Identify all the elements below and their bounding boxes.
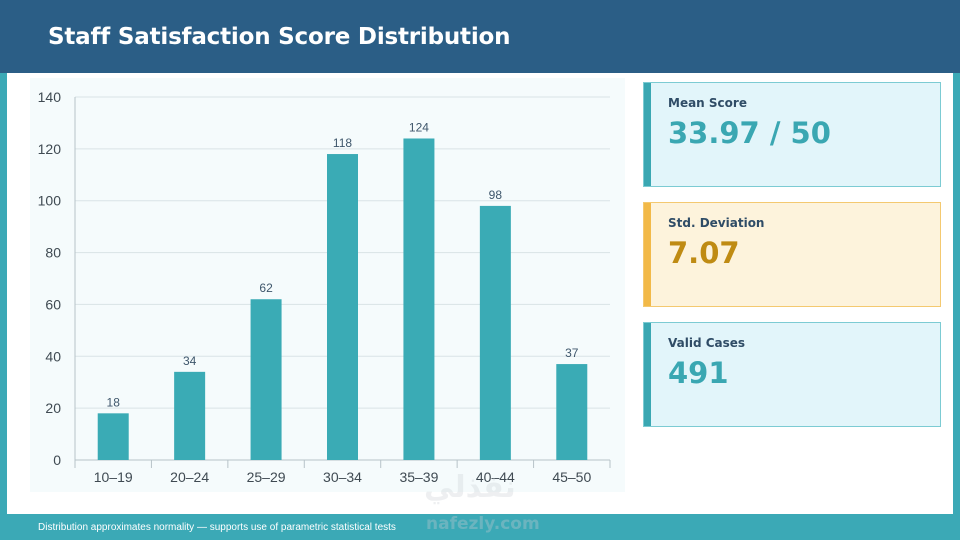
y-tick-label: 60 bbox=[45, 296, 61, 312]
y-tick-label: 140 bbox=[38, 89, 62, 105]
bar-45–50 bbox=[556, 364, 588, 460]
footer-note: Distribution approximates normality — su… bbox=[38, 521, 396, 533]
card-accent-bar bbox=[644, 323, 651, 426]
mean-score-label: Mean Score bbox=[668, 96, 747, 110]
bar-10–19 bbox=[97, 413, 129, 460]
x-tick-label: 10–19 bbox=[94, 469, 133, 485]
x-tick-label: 30–34 bbox=[323, 469, 362, 485]
data-label: 37 bbox=[565, 346, 579, 360]
data-label: 118 bbox=[333, 136, 352, 150]
std-deviation-card: Std. Deviation 7.07 bbox=[643, 202, 941, 307]
mean-score-card: Mean Score 33.97 / 50 bbox=[643, 82, 941, 187]
y-tick-label: 20 bbox=[45, 400, 61, 416]
mean-score-value: 33.97 / 50 bbox=[668, 116, 831, 150]
page-title: Staff Satisfaction Score Distribution bbox=[48, 23, 511, 50]
right-accent-stripe bbox=[953, 73, 960, 514]
y-tick-label: 80 bbox=[45, 245, 61, 261]
valid-cases-label: Valid Cases bbox=[668, 336, 746, 350]
bar-chart: 0 20 40 60 80 100 120 140 18 10–19 34 20–24 62 25–29 1… bbox=[38, 89, 611, 485]
std-deviation-value: 7.07 bbox=[668, 236, 740, 270]
valid-cases-card: Valid Cases 491 bbox=[643, 322, 941, 427]
y-tick-label: 0 bbox=[53, 452, 61, 468]
bar-40–44 bbox=[479, 205, 511, 460]
std-deviation-label: Std. Deviation bbox=[668, 216, 765, 230]
data-label: 34 bbox=[183, 354, 197, 368]
y-tick-label: 40 bbox=[45, 348, 61, 364]
footer-bar: Distribution approximates normality — su… bbox=[0, 514, 960, 540]
data-label: 124 bbox=[409, 120, 429, 134]
chart-panel: 0 20 40 60 80 100 120 140 18 10–19 34 20–24 62 25–29 1… bbox=[30, 78, 625, 492]
bar-30–34 bbox=[327, 154, 358, 460]
card-accent-bar bbox=[644, 83, 651, 186]
card-accent-bar bbox=[644, 203, 651, 306]
x-tick-label: 35–39 bbox=[399, 469, 438, 485]
valid-cases-value: 491 bbox=[668, 356, 729, 390]
x-tick-label: 40–44 bbox=[476, 469, 515, 485]
bar-25–29 bbox=[250, 299, 282, 460]
data-label: 98 bbox=[489, 188, 503, 202]
data-label: 62 bbox=[259, 281, 273, 295]
x-tick-label: 45–50 bbox=[552, 469, 591, 485]
y-tick-label: 100 bbox=[38, 193, 62, 209]
x-tick-label: 25–29 bbox=[247, 469, 286, 485]
bar-35–39 bbox=[403, 138, 435, 460]
data-label: 18 bbox=[107, 395, 121, 409]
left-accent-stripe bbox=[0, 73, 7, 514]
bar-20–24 bbox=[174, 371, 206, 460]
x-tick-label: 20–24 bbox=[170, 469, 209, 485]
header-bar: Staff Satisfaction Score Distribution bbox=[0, 0, 960, 73]
y-tick-label: 120 bbox=[38, 141, 62, 157]
